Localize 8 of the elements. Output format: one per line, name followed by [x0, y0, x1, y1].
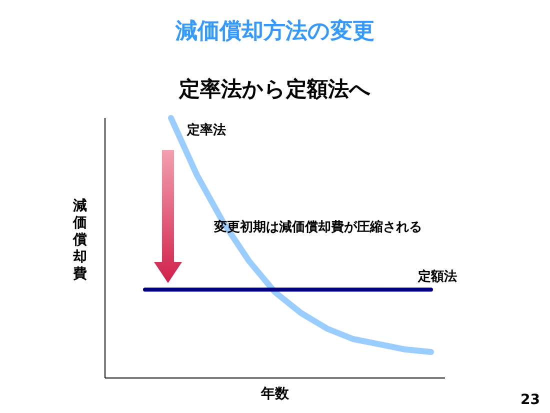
annotation: 変更初期は減価償却費が圧縮される: [213, 219, 422, 235]
chart-title: 減価償却方法の変更: [174, 18, 374, 44]
series-label: 定率法: [186, 122, 226, 138]
series-label: 定額法: [417, 268, 457, 285]
text: 23: [520, 392, 540, 408]
y-axis-title: 減価償却費: [72, 198, 87, 282]
x-axis-title: 年数: [260, 386, 290, 402]
chart-subtitle: 定率法から定額法へ: [178, 77, 371, 101]
